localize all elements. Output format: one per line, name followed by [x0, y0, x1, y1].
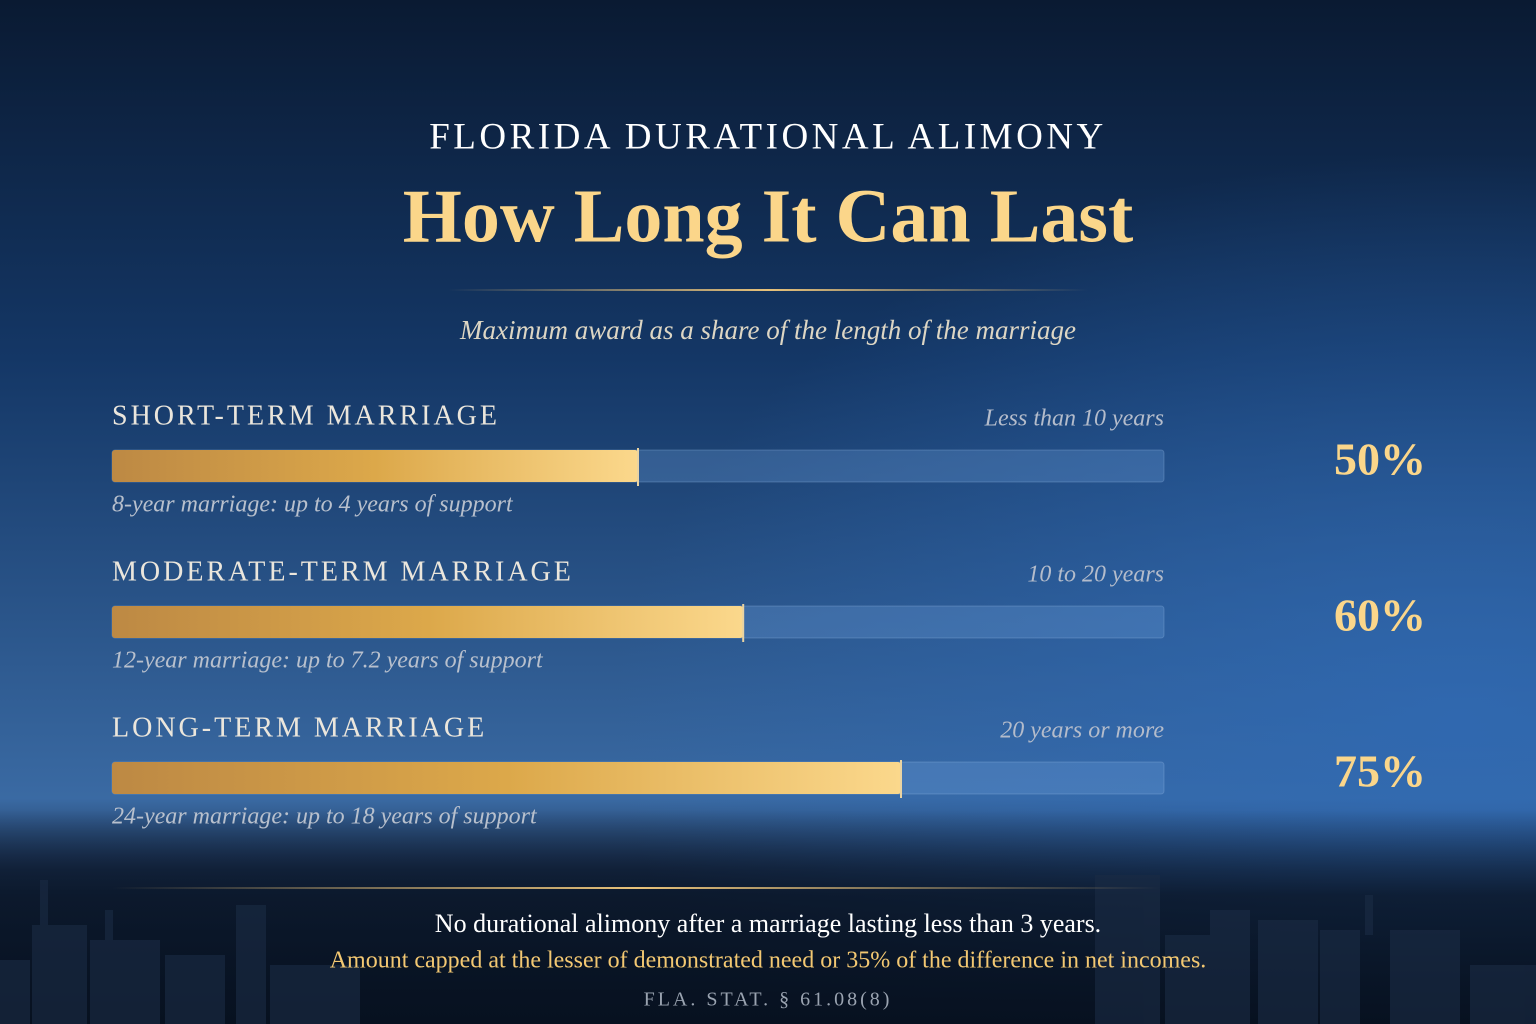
example-note: 24-year marriage: up to 18 years of supp… — [112, 804, 538, 830]
footer-line: No durational alimony after a marriage l… — [435, 909, 1101, 938]
kicker: FLORIDA DURATIONAL ALIMONY — [429, 116, 1107, 157]
title-rule — [448, 289, 1088, 291]
range-label: 10 to 20 years — [1027, 562, 1164, 588]
footer-rule — [112, 887, 1160, 889]
range-label: 20 years or more — [1000, 718, 1164, 744]
category-label: MODERATE-TERM MARRIAGE — [112, 556, 574, 587]
value-label: 60% — [1334, 590, 1426, 641]
example-note: 8-year marriage: up to 4 years of suppor… — [112, 492, 514, 518]
value-label: 75% — [1334, 746, 1426, 797]
bar — [112, 762, 901, 794]
value-label: 50% — [1334, 434, 1426, 485]
subtitle: Maximum award as a share of the length o… — [459, 315, 1076, 345]
bar — [112, 606, 744, 638]
skyline — [0, 875, 1536, 1024]
category-label: LONG-TERM MARRIAGE — [112, 712, 487, 743]
bar — [112, 450, 638, 482]
range-label: Less than 10 years — [984, 406, 1164, 432]
footer-line: Amount capped at the lesser of demonstra… — [330, 948, 1207, 974]
example-note: 12-year marriage: up to 7.2 years of sup… — [112, 648, 544, 674]
citation: FLA. STAT. § 61.08(8) — [644, 989, 893, 1011]
category-label: SHORT-TERM MARRIAGE — [112, 400, 500, 431]
chart-title: How Long It Can Last — [403, 174, 1134, 258]
